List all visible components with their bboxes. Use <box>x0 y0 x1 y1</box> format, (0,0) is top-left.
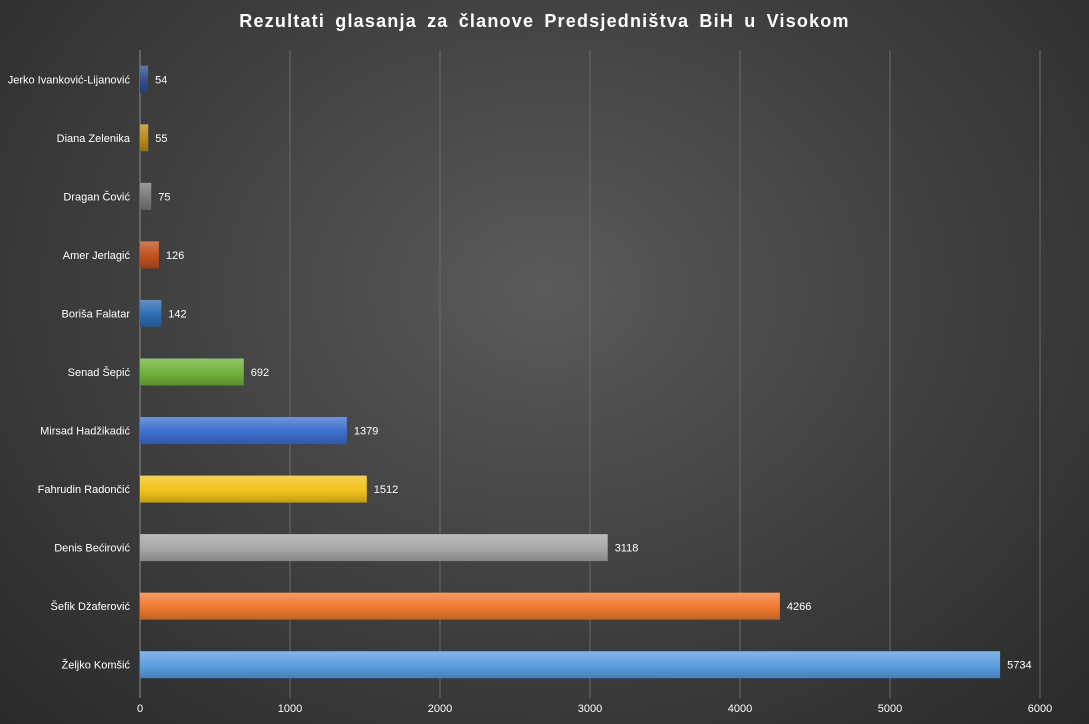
category-label: Fahrudin Radončić <box>38 484 131 496</box>
x-tick-label: 0 <box>137 703 143 715</box>
chart-title: Rezultati glasanja za članove Predsjedni… <box>239 11 850 31</box>
bar <box>140 651 1001 679</box>
x-tick-label: 4000 <box>728 703 752 715</box>
x-tick-label: 3000 <box>578 703 602 715</box>
x-tick-label: 2000 <box>428 703 452 715</box>
bar <box>140 241 159 269</box>
data-label: 692 <box>251 367 269 379</box>
bar <box>140 124 149 152</box>
x-tick-label: 6000 <box>1028 703 1052 715</box>
data-label: 5734 <box>1007 660 1031 672</box>
data-label: 75 <box>158 191 170 203</box>
data-label: 55 <box>155 133 167 145</box>
bar <box>140 182 152 210</box>
category-label: Mirsad Hadžikadić <box>40 426 130 438</box>
category-label: Amer Jerlagić <box>63 250 131 262</box>
category-label: Jerko Ivanković-Lijanović <box>8 74 131 86</box>
bar <box>140 534 608 562</box>
bar <box>140 65 149 93</box>
bar <box>140 417 347 445</box>
bar <box>140 299 162 327</box>
bar <box>140 592 780 620</box>
data-label: 142 <box>168 308 186 320</box>
category-label: Željko Komšić <box>62 659 131 672</box>
category-label: Dragan Čović <box>63 190 130 203</box>
data-label: 3118 <box>615 543 639 555</box>
bar <box>140 475 367 503</box>
data-label: 1379 <box>354 426 378 438</box>
category-label: Boriša Falatar <box>62 308 131 320</box>
x-tick-label: 1000 <box>278 703 302 715</box>
x-tick-label: 5000 <box>878 703 902 715</box>
data-label: 4266 <box>787 601 811 613</box>
category-label: Senad Šepić <box>68 366 131 379</box>
bar <box>140 358 244 386</box>
data-label: 54 <box>155 74 167 86</box>
category-label: Denis Bećirović <box>54 543 130 555</box>
category-label: Diana Zelenika <box>57 133 131 145</box>
category-label: Šefik Džaferović <box>51 600 131 613</box>
data-label: 126 <box>166 250 184 262</box>
data-label: 1512 <box>374 484 398 496</box>
